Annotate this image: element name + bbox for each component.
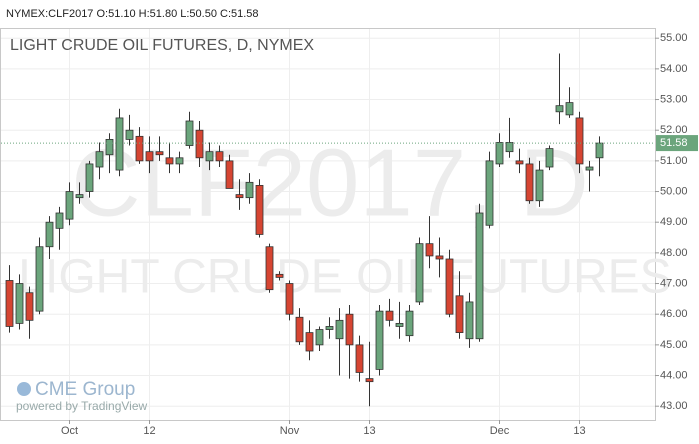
candle-body [145, 151, 154, 162]
candle-body [235, 194, 244, 199]
y-tick-label: 53.00 [660, 93, 688, 105]
credit: powered by TradingView [16, 399, 148, 413]
candle-body [125, 129, 134, 140]
candle-body [275, 273, 284, 278]
y-tick-label: 51.00 [660, 155, 688, 167]
candle-body [505, 142, 514, 153]
plot-frame [0, 28, 656, 421]
candle-body [355, 344, 364, 373]
logo-icon [17, 382, 31, 396]
candle-body [535, 169, 544, 202]
candle-body [495, 142, 504, 165]
header: NYMEX:CLF2017 O:51.10 H:51.80 L:50.50 C:… [6, 8, 259, 20]
watermark: LIGHT CRUDE OIL FUTURES [18, 251, 671, 304]
candle-body [265, 246, 274, 291]
candle-body [85, 163, 94, 192]
chart-title: LIGHT CRUDE OIL FUTURES, D, NYMEX [10, 37, 314, 54]
candle-body [295, 316, 304, 343]
candle-body [215, 151, 224, 162]
candle-body [225, 160, 234, 189]
x-tick-label: 13 [573, 425, 585, 437]
last-price-box [656, 135, 698, 152]
candle-body [475, 212, 484, 340]
candle-body [515, 160, 524, 165]
candle-body [565, 102, 574, 116]
candle-body [175, 157, 184, 165]
candle-body [165, 157, 174, 165]
candle-body [25, 292, 34, 321]
x-tick-label: 13 [363, 425, 375, 437]
candle-body [325, 326, 334, 330]
candle-body [375, 310, 384, 370]
y-tick-label: 45.00 [660, 339, 688, 351]
candle-body [525, 163, 534, 202]
y-tick-label: 55.00 [660, 32, 688, 44]
candle-body [115, 117, 124, 171]
logo: CME Group [35, 379, 135, 400]
candle-body [195, 129, 204, 159]
candle-body [455, 295, 464, 333]
candle-body [555, 105, 564, 113]
candle-body [15, 283, 24, 324]
candle-body [385, 310, 394, 321]
y-tick-label: 49.00 [660, 216, 688, 228]
x-tick-label: Dec [490, 425, 510, 437]
candle-body [205, 151, 214, 162]
x-tick-label: Nov [280, 425, 300, 437]
candle-body [415, 243, 424, 303]
candle-body [485, 160, 494, 226]
candle-body [35, 246, 44, 312]
y-tick-label: 43.00 [660, 400, 688, 412]
candle-body [395, 322, 404, 327]
x-tick-label: Oct [61, 425, 78, 437]
candle-body [285, 283, 294, 315]
y-tick-label: 50.00 [660, 185, 688, 197]
y-tick-label: 47.00 [660, 277, 688, 289]
candle-body [55, 212, 64, 229]
candle-body [105, 138, 114, 156]
candle-body [585, 166, 594, 171]
last-price-label: 51.58 [660, 137, 688, 149]
x-tick-label: 12 [143, 425, 155, 437]
candle-body [255, 184, 264, 235]
candle-body [335, 319, 344, 340]
candle-body [425, 243, 434, 257]
candle-body [245, 181, 254, 199]
candle-body [185, 120, 194, 146]
candle-body [445, 258, 454, 315]
candle-body [545, 148, 554, 168]
candle-body [405, 310, 414, 337]
y-tick-label: 52.00 [660, 124, 688, 136]
y-tick-label: 54.00 [660, 63, 688, 75]
candle-body [595, 142, 604, 159]
candle-body [345, 313, 354, 346]
candle-body [95, 151, 104, 168]
y-tick-label: 48.00 [660, 247, 688, 259]
candle-body [155, 151, 164, 156]
candle-body [575, 117, 584, 165]
candle-body [365, 378, 374, 383]
y-tick-label: 46.00 [660, 308, 688, 320]
candle-body [75, 194, 84, 199]
candle-body [65, 191, 74, 220]
y-tick-label: 44.00 [660, 369, 688, 381]
candle-body [135, 135, 144, 162]
candle-body [465, 301, 474, 340]
candle-body [5, 280, 14, 327]
candle-body [45, 221, 54, 248]
candle-body [305, 332, 314, 352]
candle-body [435, 255, 444, 260]
candle-body [315, 329, 324, 346]
